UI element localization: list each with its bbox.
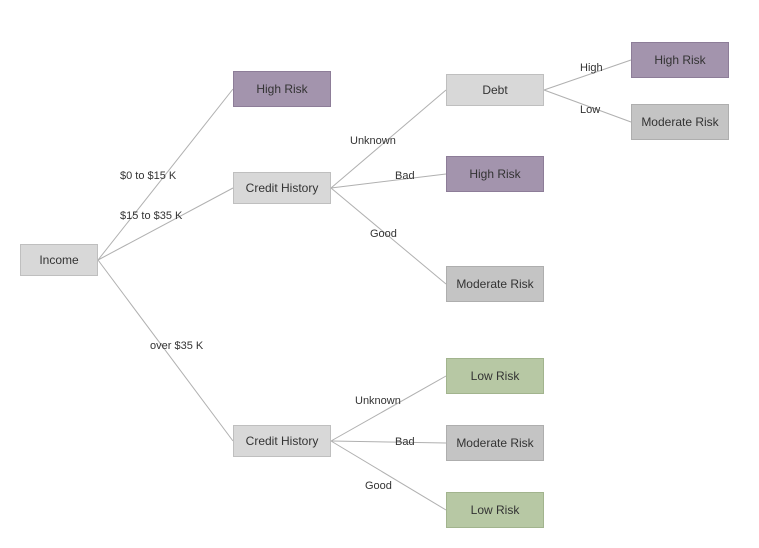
edge-label: High [580, 62, 603, 74]
edge [331, 376, 446, 441]
edge [331, 441, 446, 443]
tree-node: Moderate Risk [631, 104, 729, 140]
tree-node-label: Income [39, 253, 78, 267]
tree-node: High Risk [631, 42, 729, 78]
tree-node-label: Credit History [246, 434, 319, 448]
edges-layer [0, 0, 759, 548]
tree-node-label: Low Risk [471, 369, 520, 383]
tree-node: High Risk [446, 156, 544, 192]
edge-label: over $35 K [150, 340, 203, 352]
tree-node-label: Credit History [246, 181, 319, 195]
tree-node-label: High Risk [256, 82, 307, 96]
tree-node: Moderate Risk [446, 425, 544, 461]
tree-node-label: Moderate Risk [456, 436, 533, 450]
tree-node-label: High Risk [469, 167, 520, 181]
edge-label: $0 to $15 K [120, 170, 176, 182]
edge-label: Bad [395, 436, 415, 448]
tree-node: Debt [446, 74, 544, 106]
tree-node-label: Moderate Risk [456, 277, 533, 291]
tree-node: Moderate Risk [446, 266, 544, 302]
tree-node: High Risk [233, 71, 331, 107]
edge-label: Unknown [350, 135, 396, 147]
tree-node-label: High Risk [654, 53, 705, 67]
tree-node: Low Risk [446, 358, 544, 394]
edge-label: Bad [395, 170, 415, 182]
edge [331, 174, 446, 188]
edge-label: Good [370, 228, 397, 240]
tree-node: Income [20, 244, 98, 276]
edge [98, 188, 233, 260]
tree-node-label: Moderate Risk [641, 115, 718, 129]
edge-label: $15 to $35 K [120, 210, 182, 222]
tree-node-label: Low Risk [471, 503, 520, 517]
edge [331, 441, 446, 510]
tree-node: Credit History [233, 172, 331, 204]
tree-node-label: Debt [482, 83, 507, 97]
tree-node: Low Risk [446, 492, 544, 528]
decision-tree-canvas: $0 to $15 K $15 to $35 K over $35 K Unknown… [0, 0, 759, 548]
tree-node: Credit History [233, 425, 331, 457]
edge-label: Good [365, 480, 392, 492]
edge-label: Low [580, 104, 600, 116]
edge-label: Unknown [355, 395, 401, 407]
